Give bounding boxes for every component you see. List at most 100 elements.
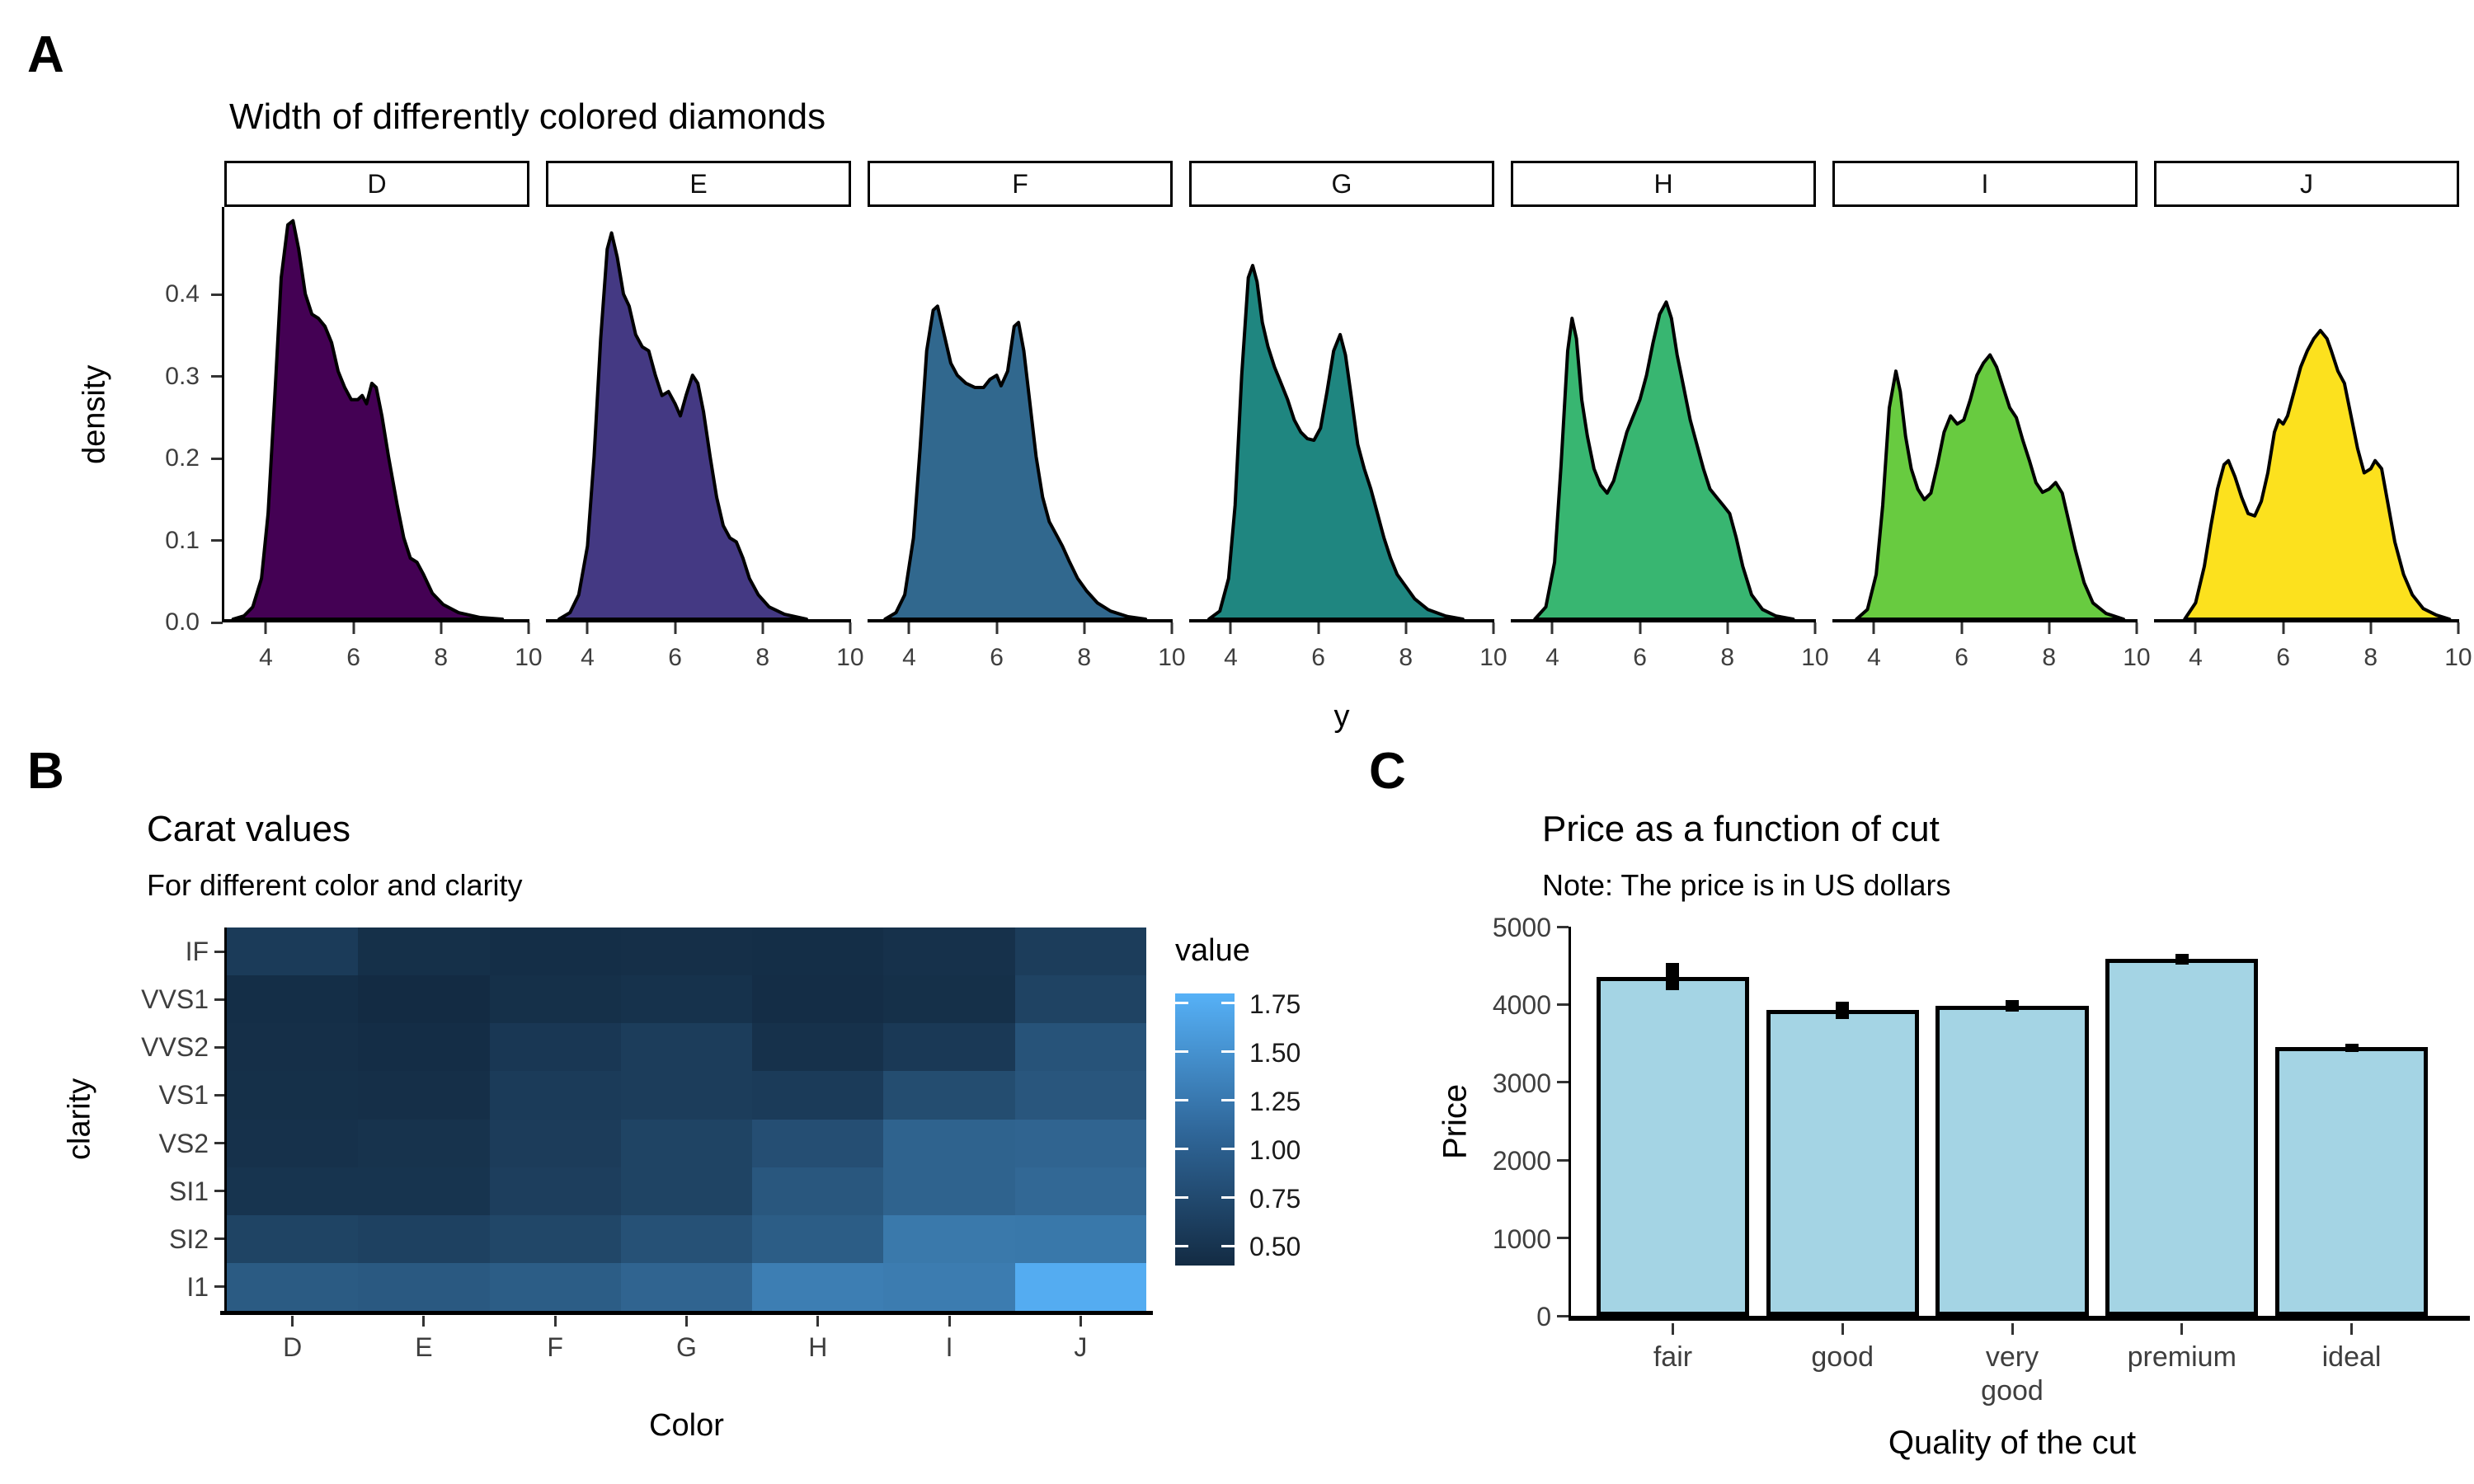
heatmap-cell-VVS1-F <box>489 975 621 1024</box>
heatmap-cell-VVS2-I <box>883 1023 1015 1072</box>
x-tick-mark <box>995 622 999 634</box>
heatmap-cell-VVS1-E <box>358 975 490 1024</box>
facet-panel: 4 6 8 10 <box>1511 207 1829 670</box>
facet-strip-label: I <box>1981 168 1989 199</box>
panel-b-subtitle: For different color and clarity <box>147 868 523 902</box>
heatmap-cell-VVS2-D <box>227 1023 359 1072</box>
error-bar-very-good <box>2006 1000 2019 1012</box>
heatmap-cell-VS2-J <box>1014 1119 1146 1167</box>
price-tick-label: 3000 <box>1492 1068 1551 1098</box>
x-tick-label: 4 <box>259 644 273 671</box>
heatmap-cell-SI2-J <box>1014 1214 1146 1263</box>
panel-c-title: Price as a function of cut <box>1542 809 1940 849</box>
heatmap-row-tick <box>214 1142 224 1145</box>
density-area-H <box>1535 302 1793 619</box>
legend-tick-left <box>1175 1244 1188 1247</box>
price-tick-mark <box>1557 1237 1569 1240</box>
panel-b-tag: B <box>27 743 64 800</box>
facet-panel: 4 6 8 10 <box>2154 207 2472 670</box>
price-tick-mark <box>1557 1081 1569 1084</box>
heatmap-col-tick <box>291 1316 294 1327</box>
heatmap-row-label: VVS2 <box>141 1032 209 1063</box>
panel-a-y-axis-line <box>222 207 224 622</box>
heatmap-col-label: I <box>945 1332 953 1362</box>
heatmap-cell-VS1-H <box>752 1071 884 1120</box>
heatmap-row-tick <box>214 1237 224 1241</box>
y-tick-mark <box>211 293 223 296</box>
density-area-I <box>1856 355 2124 619</box>
x-tick-mark <box>849 622 852 634</box>
heatmap-cell-SI2-G <box>620 1214 753 1263</box>
cut-tick-mark <box>2350 1323 2354 1335</box>
x-tick-label: 8 <box>1720 644 1735 671</box>
x-tick-label: 8 <box>1077 644 1092 671</box>
heatmap-col-label: J <box>1074 1332 1088 1362</box>
legend-tick-left <box>1175 1002 1188 1005</box>
heatmap-cell-IF-H <box>752 928 884 976</box>
x-tick-label: 4 <box>902 644 916 671</box>
legend-tick-right <box>1221 1099 1235 1102</box>
panel-a-y-axis: 0.0 0.1 0.2 0.3 0.4 <box>0 207 224 635</box>
heatmap-row-tick <box>214 1093 224 1097</box>
heatmap-cell-VVS2-F <box>489 1023 621 1072</box>
facet-panel: 4 6 8 10 <box>222 207 543 670</box>
heatmap-col-tick <box>685 1316 688 1327</box>
facet-strip: E <box>546 161 851 207</box>
x-tick-mark <box>586 622 589 634</box>
x-tick-label: 4 <box>1224 644 1238 671</box>
x-tick-mark <box>1317 622 1320 634</box>
facet-strip-label: E <box>689 168 708 199</box>
heatmap-cell-VS2-D <box>227 1119 359 1167</box>
facet-strip: F <box>868 161 1173 207</box>
x-tick-label: 10 <box>2444 644 2472 671</box>
heatmap-cell-SI1-D <box>227 1167 359 1215</box>
legend-tick-right <box>1221 1244 1235 1247</box>
heatmap-cell-VS1-G <box>620 1071 753 1120</box>
heatmap-cell-SI1-I <box>883 1167 1015 1215</box>
x-tick-mark <box>1229 622 1232 634</box>
heatmap-row-label: VS2 <box>158 1128 209 1158</box>
heatmap-row-tick <box>214 950 224 953</box>
legend-tick-right <box>1221 1002 1235 1005</box>
error-bar-premium <box>2175 953 2189 965</box>
panel-a-tag: A <box>27 26 64 83</box>
facet-J: J 4 6 8 10 <box>2154 161 2472 670</box>
facet-strip-label: G <box>1331 168 1352 199</box>
cut-tick-label: ideal <box>2321 1341 2382 1373</box>
heatmap-cell-VVS1-H <box>752 975 884 1024</box>
facet-strip-label: J <box>2300 168 2313 199</box>
legend-tick-label: 1.50 <box>1249 1037 1301 1068</box>
heatmap-cell-SI1-F <box>489 1167 621 1215</box>
facet-D: D 4 6 8 10 <box>222 161 543 670</box>
price-tick-mark <box>1557 925 1569 928</box>
heatmap-cell-SI1-G <box>620 1167 753 1215</box>
heatmap-cell-IF-D <box>227 928 359 976</box>
x-tick-label: 10 <box>1801 644 1829 671</box>
facet-strip-label: F <box>1012 168 1028 199</box>
x-tick-label: 4 <box>2189 644 2203 671</box>
x-tick-mark <box>2194 622 2197 634</box>
x-tick-mark <box>1550 622 1554 634</box>
bar-good <box>1766 1010 1919 1316</box>
heatmap-col-tick <box>553 1316 557 1327</box>
panel-c-subtitle: Note: The price is in US dollars <box>1542 868 1951 902</box>
cut-tick-mark <box>1671 1323 1674 1335</box>
error-bar-fair <box>1666 962 1680 991</box>
x-tick-label: 10 <box>1158 644 1186 671</box>
heatmap-cell-IF-G <box>620 928 753 976</box>
cut-tick-mark <box>2180 1323 2184 1335</box>
heatmap-cell-VVS1-J <box>1014 975 1146 1024</box>
heatmap-cell-VVS2-E <box>358 1023 490 1072</box>
x-tick-mark <box>1404 622 1408 634</box>
x-tick-label: 6 <box>990 644 1004 671</box>
heatmap-cell-VVS1-I <box>883 975 1015 1024</box>
heatmap-cell-VS1-E <box>358 1071 490 1120</box>
heatmap-grid <box>227 928 1146 1311</box>
price-tick-mark <box>1557 1003 1569 1006</box>
heatmap-col-label: D <box>283 1332 303 1362</box>
bar-chart: 0 1000 2000 3000 4000 5000 fair good very good pr… <box>1493 914 2470 1407</box>
x-tick-mark <box>527 622 530 634</box>
price-tick-label: 0 <box>1536 1302 1551 1331</box>
heatmap-cell-IF-E <box>358 928 490 976</box>
